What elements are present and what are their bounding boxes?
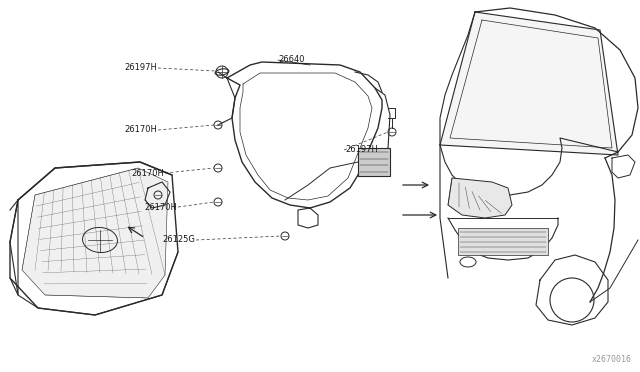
Text: 26640: 26640	[278, 55, 305, 64]
Text: 26170H: 26170H	[144, 202, 177, 212]
Polygon shape	[458, 228, 548, 255]
Text: 26125G: 26125G	[162, 235, 195, 244]
Polygon shape	[448, 178, 512, 218]
Polygon shape	[22, 168, 168, 298]
Polygon shape	[440, 12, 618, 155]
Text: x2670016: x2670016	[592, 355, 632, 364]
Text: 26197H: 26197H	[124, 64, 157, 73]
Text: 26170H: 26170H	[124, 125, 157, 135]
Text: 26197H: 26197H	[345, 145, 378, 154]
Bar	[358, 148, 390, 176]
Text: 26170H: 26170H	[131, 169, 164, 177]
